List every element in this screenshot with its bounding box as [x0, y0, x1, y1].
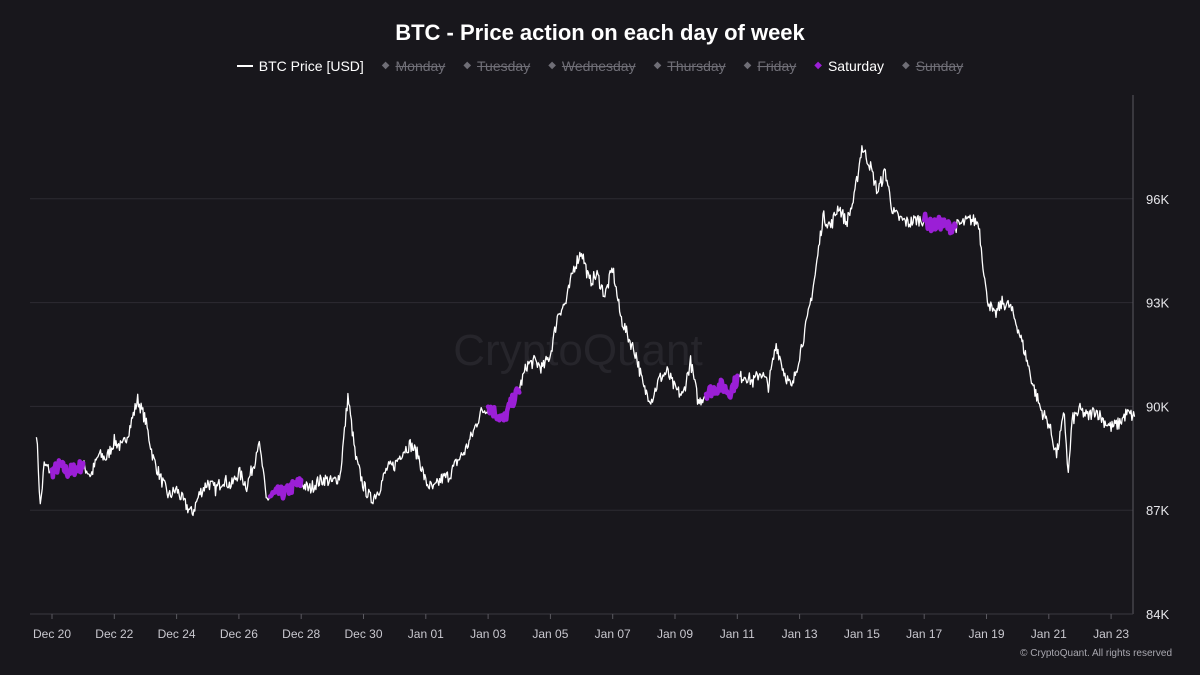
y-tick-label: 96K [1146, 192, 1169, 207]
saturday-segment [703, 373, 740, 401]
x-tick-label: Dec 20 [33, 627, 71, 641]
legend-label: Sunday [915, 58, 964, 74]
legend-item-btc-price-usd[interactable]: BTC Price [USD] [236, 58, 364, 74]
chart-title: BTC - Price action on each day of week [395, 20, 805, 45]
x-tick-label: Jan 21 [1031, 627, 1067, 641]
legend-dot-marker: ◆ [902, 60, 910, 71]
legend-label: Wednesday [561, 58, 636, 74]
legend-dot-marker: ◆ [743, 60, 752, 71]
x-tick-label: Dec 24 [158, 627, 196, 641]
x-tick-label: Jan 17 [906, 627, 942, 641]
legend-item-saturday[interactable]: ◆ Saturday [814, 58, 884, 74]
legend-item-wednesday[interactable]: ◆ Wednesday [548, 58, 635, 74]
legend-label: Monday [395, 58, 446, 74]
x-tick-label: Jan 13 [782, 627, 818, 641]
y-tick-label: 93K [1146, 296, 1169, 311]
saturday-segment [485, 386, 522, 423]
x-tick-label: Jan 15 [844, 627, 880, 641]
legend-label: BTC Price [USD] [258, 58, 364, 74]
legend-item-thursday[interactable]: ◆ Thursday [654, 58, 726, 74]
legend-line-marker [236, 65, 253, 67]
x-tick-label: Dec 28 [282, 627, 320, 641]
legend-dot-marker: ◆ [463, 60, 472, 71]
legend-item-friday[interactable]: ◆ Friday [744, 58, 797, 74]
legend-label: Thursday [667, 58, 726, 74]
x-tick-label: Dec 26 [220, 627, 258, 641]
x-tick-label: Jan 01 [408, 627, 444, 641]
x-tick-label: Jan 05 [532, 627, 568, 641]
legend-label: Saturday [827, 58, 885, 74]
legend-label: Friday [757, 58, 797, 74]
x-tick-label: Jan 23 [1093, 627, 1129, 641]
x-tick-label: Dec 30 [344, 627, 382, 641]
x-tick-label: Jan 09 [657, 627, 693, 641]
x-tick-label: Jan 19 [968, 627, 1004, 641]
legend-dot-marker: ◆ [653, 60, 662, 71]
legend-dot-marker: ◆ [381, 60, 390, 71]
chart-legend: BTC Price [USD] ◆ Monday ◆ Tuesday ◆ Wednesday… [0, 58, 1200, 74]
y-tick-label: 84K [1146, 607, 1169, 622]
legend-item-monday[interactable]: ◆ Monday [382, 58, 446, 74]
copyright-footer: © CryptoQuant. All rights reserved [1020, 648, 1172, 659]
saturday-segment [49, 458, 86, 480]
saturday-segment [921, 211, 958, 236]
legend-label: Tuesday [477, 58, 531, 74]
x-tick-label: Jan 03 [470, 627, 506, 641]
legend-dot-marker: ◆ [814, 60, 822, 71]
x-tick-label: Jan 07 [595, 627, 631, 641]
y-tick-label: 90K [1146, 399, 1169, 414]
legend-item-sunday[interactable]: ◆ Sunday [902, 58, 963, 74]
x-tick-label: Jan 11 [720, 627, 755, 641]
saturday-segment [267, 476, 304, 501]
legend-dot-marker: ◆ [548, 60, 556, 71]
watermark-text: CryptoQuant [453, 326, 702, 375]
x-tick-label: Dec 22 [95, 627, 133, 641]
y-tick-label: 87K [1146, 503, 1169, 518]
legend-item-tuesday[interactable]: ◆ Tuesday [463, 58, 530, 74]
